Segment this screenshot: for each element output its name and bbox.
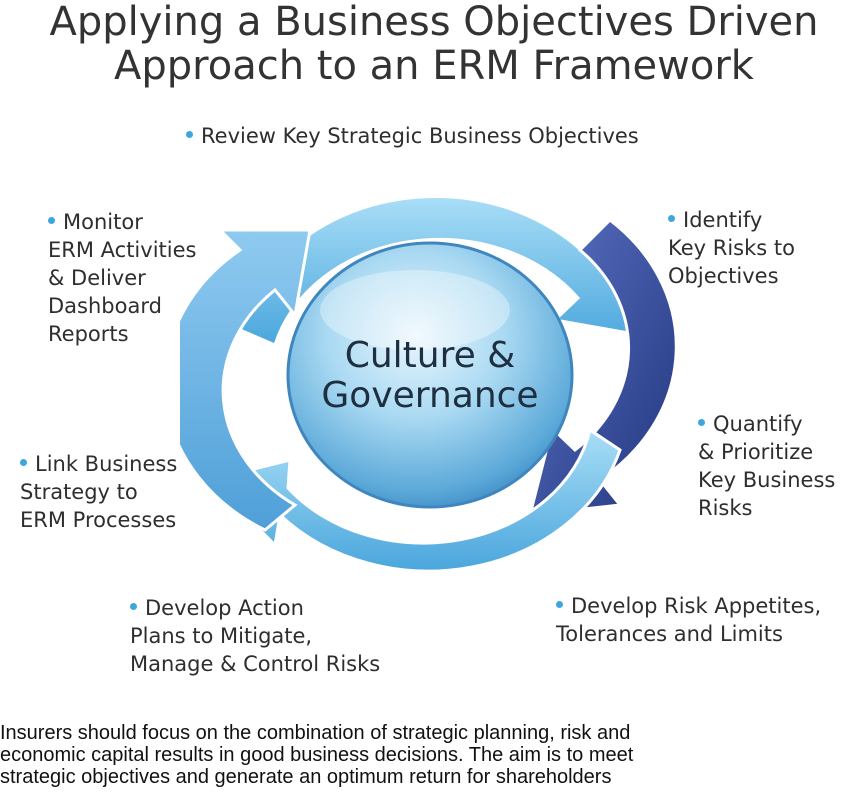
bullet-icon bbox=[130, 602, 137, 610]
footer-line-1: Insurers should focus on the combination… bbox=[0, 722, 631, 744]
center-label: Culture & Governance bbox=[280, 336, 580, 416]
step-text: Reports bbox=[48, 322, 129, 346]
step-quantify-risks: Quantify & Prioritize Key Business Risks bbox=[698, 410, 835, 522]
sphere-highlight bbox=[320, 270, 510, 350]
step-text: Identify bbox=[683, 208, 763, 232]
step-text: Key Risks to bbox=[668, 236, 795, 260]
bullet-icon bbox=[48, 216, 55, 224]
center-sphere bbox=[286, 241, 574, 509]
cycle-diagram bbox=[180, 195, 678, 573]
step-text: Quantify bbox=[713, 412, 803, 436]
footer-caption: Insurers should focus on the combination… bbox=[0, 722, 868, 788]
step-text: Strategy to bbox=[20, 480, 138, 504]
step-text: Develop Action bbox=[145, 596, 304, 620]
footer-line-3: strategic objectives and generate an opt… bbox=[0, 766, 612, 788]
step-text: Link Business bbox=[35, 452, 178, 476]
step-text: & Prioritize bbox=[698, 440, 814, 464]
step-text: Tolerances and Limits bbox=[556, 622, 783, 646]
bullet-icon bbox=[698, 418, 705, 426]
title-line-2: Approach to an ERM Framework bbox=[114, 43, 754, 89]
title-line-1: Applying a Business Objectives Driven bbox=[49, 0, 819, 45]
step-text: Develop Risk Appetites, bbox=[571, 594, 822, 618]
step-risk-appetites: Develop Risk Appetites, Tolerances and L… bbox=[556, 592, 821, 648]
step-monitor-activities: Monitor ERM Activities & Deliver Dashboa… bbox=[48, 208, 196, 348]
bullet-icon bbox=[556, 600, 563, 608]
bullet-icon bbox=[186, 130, 193, 138]
step-text: Plans to Mitigate, bbox=[130, 624, 313, 648]
page-title: Applying a Business Objectives Driven Ap… bbox=[0, 0, 868, 88]
bullet-icon bbox=[20, 458, 27, 466]
center-label-line-1: Culture & bbox=[344, 335, 516, 376]
step-link-strategy: Link Business Strategy to ERM Processes bbox=[20, 450, 177, 534]
step-text: Dashboard bbox=[48, 294, 162, 318]
step-text: ERM Activities bbox=[48, 238, 197, 262]
step-text: & Deliver bbox=[48, 266, 146, 290]
step-text: ERM Processes bbox=[20, 508, 177, 532]
center-label-line-2: Governance bbox=[321, 375, 539, 416]
step-text: Objectives bbox=[668, 264, 779, 288]
step-action-plans: Develop Action Plans to Mitigate, Manage… bbox=[130, 594, 380, 678]
ring-segment-left bbox=[180, 228, 312, 532]
step-text: Review Key Strategic Business Objectives bbox=[201, 124, 639, 148]
step-text: Risks bbox=[698, 496, 753, 520]
footer-line-2: economic capital results in good busines… bbox=[0, 744, 634, 766]
step-text: Key Business bbox=[698, 468, 836, 492]
step-text: Monitor bbox=[63, 210, 143, 234]
step-identify-risks: Identify Key Risks to Objectives bbox=[668, 206, 795, 290]
step-text: Manage & Control Risks bbox=[130, 652, 381, 676]
bullet-icon bbox=[668, 214, 675, 222]
step-review-objectives: Review Key Strategic Business Objectives bbox=[186, 122, 639, 150]
